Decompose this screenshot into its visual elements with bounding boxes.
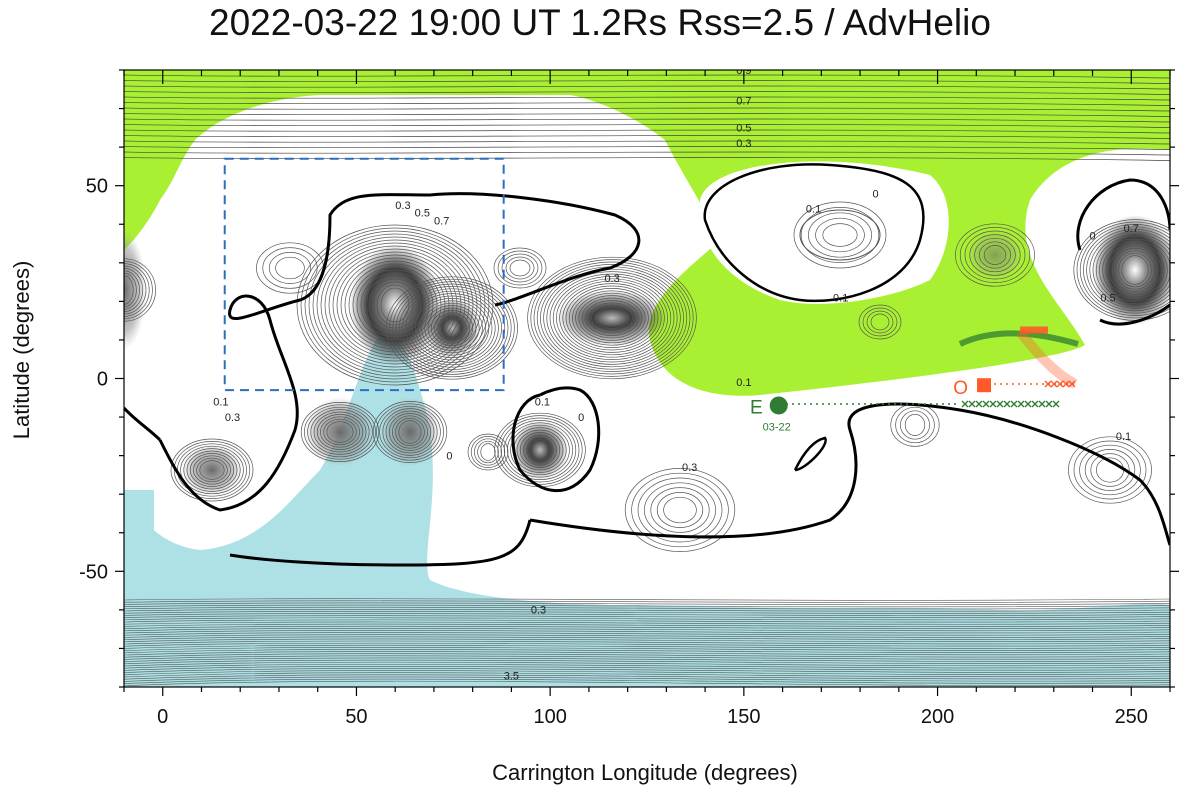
north-polar-contours bbox=[124, 74, 1170, 161]
marker-label: O bbox=[953, 378, 968, 399]
contour-label: 0.1 bbox=[535, 396, 550, 408]
contour-labels: 0.90.70.50.30.30.50.70.100.10.30.10.30.1… bbox=[213, 70, 1139, 682]
marker-label: E bbox=[750, 397, 763, 418]
contour-label: 0.3 bbox=[736, 138, 751, 150]
contour-label: 0.1 bbox=[833, 292, 848, 304]
y-tick-label: 50 bbox=[86, 176, 108, 198]
contour-label: 0.3 bbox=[604, 273, 619, 285]
contour-label: 0.7 bbox=[736, 96, 751, 108]
contour-label: 0 bbox=[446, 450, 452, 462]
spot-middle-region bbox=[557, 290, 667, 346]
earth-crosses bbox=[961, 400, 1060, 408]
contour-label: 0 bbox=[873, 188, 879, 200]
contour-rings bbox=[124, 201, 1170, 552]
y-axis-ticks: 50 0 -50 bbox=[79, 69, 1179, 688]
contour-label: 0.1 bbox=[213, 396, 228, 408]
x-tick-label: 250 bbox=[1115, 706, 1148, 728]
contour-label: 0.5 bbox=[736, 123, 751, 135]
contour-label: 0.3 bbox=[225, 412, 240, 424]
observer-crosses bbox=[1044, 380, 1076, 388]
spot-south-west bbox=[182, 444, 242, 496]
spot-south-1 bbox=[305, 397, 375, 467]
spot-south-3 bbox=[512, 420, 568, 480]
contour-label: 0 bbox=[578, 412, 584, 424]
contour-label: 0.5 bbox=[415, 208, 430, 220]
y-tick-label: -50 bbox=[79, 561, 108, 583]
contour-label: 0.1 bbox=[806, 204, 821, 216]
contour-label: 0.1 bbox=[736, 377, 751, 389]
neutral-lines bbox=[124, 163, 1170, 567]
white-cavity-north bbox=[699, 161, 949, 304]
earth-marker-dot bbox=[769, 396, 788, 415]
chart-title: 2022-03-22 19:00 UT 1.2Rs Rss=2.5 / AdvH… bbox=[209, 2, 991, 43]
x-tick-label: 50 bbox=[345, 706, 367, 728]
contour-label: 0.3 bbox=[531, 605, 546, 617]
spot-north-cavity bbox=[799, 209, 881, 261]
spot-west-edge bbox=[124, 230, 146, 350]
contour-label: 0.3 bbox=[682, 462, 697, 474]
x-tick-label: 200 bbox=[921, 706, 954, 728]
contour-label: 0.1 bbox=[1116, 431, 1131, 443]
plot-area: 0.90.70.50.30.30.50.70.100.10.30.10.30.1… bbox=[124, 70, 1170, 687]
contour-label: 0.7 bbox=[434, 215, 449, 227]
spot-south-2 bbox=[380, 397, 440, 467]
south-polar-contours bbox=[124, 598, 1170, 687]
x-tick-label: 150 bbox=[727, 706, 760, 728]
bipole-spot-main bbox=[350, 245, 440, 365]
contour-label: 0.7 bbox=[1124, 223, 1139, 235]
contour-label: 3.5 bbox=[504, 670, 519, 682]
x-tick-label: 100 bbox=[533, 706, 566, 728]
y-tick-label: 0 bbox=[97, 369, 108, 391]
x-tick-label: 0 bbox=[157, 706, 168, 728]
region-of-interest-box bbox=[223, 157, 505, 392]
x-axis-label: Carrington Longitude (degrees) bbox=[492, 760, 798, 785]
position-markers: E03-22 O bbox=[750, 378, 992, 433]
positive-open-field-north bbox=[124, 70, 1170, 396]
earth-connection-trace bbox=[780, 330, 1079, 405]
observer-marker-square bbox=[977, 378, 992, 393]
negative-open-field-west-edge bbox=[124, 490, 154, 570]
contour-label: 0.3 bbox=[395, 200, 410, 212]
observer-connection-trace bbox=[982, 326, 1078, 389]
x-axis-ticks: 0 50 100 150 200 250 bbox=[123, 70, 1171, 728]
marker-date-label: 03-22 bbox=[763, 421, 791, 433]
contour-label: 0.5 bbox=[1100, 292, 1115, 304]
contour-label: 0 bbox=[1089, 231, 1095, 243]
spot-lobe-core bbox=[967, 230, 1023, 280]
